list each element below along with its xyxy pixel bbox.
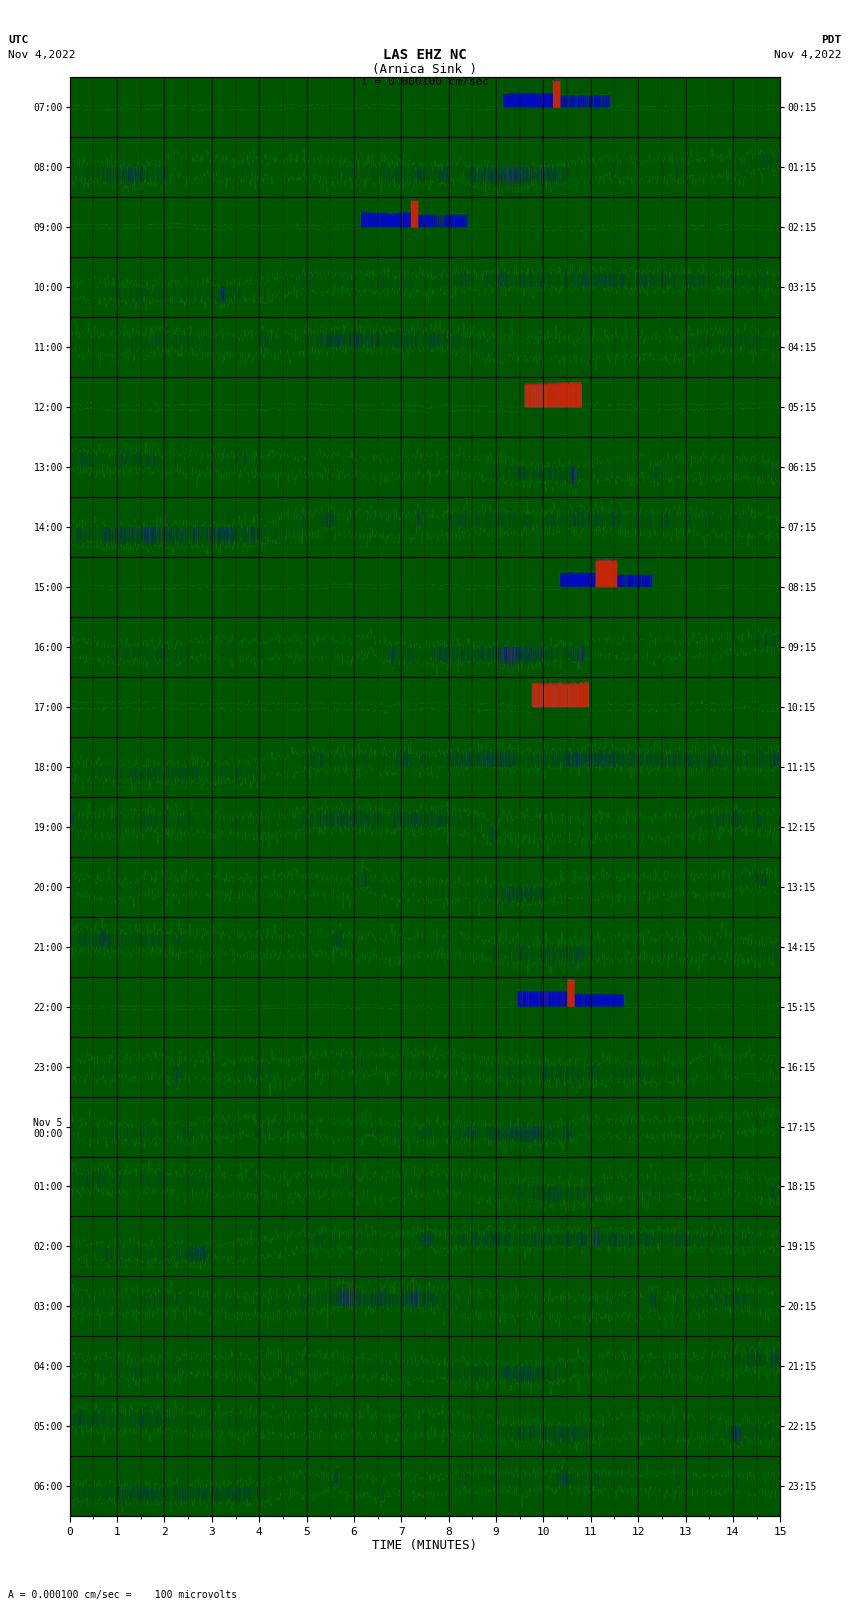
Text: A = 0.000100 cm/sec =    100 microvolts: A = 0.000100 cm/sec = 100 microvolts <box>8 1590 238 1600</box>
Text: I = 0.000100 cm/sec: I = 0.000100 cm/sec <box>361 77 489 87</box>
Text: (Arnica Sink ): (Arnica Sink ) <box>372 63 478 76</box>
Text: Nov 4,2022: Nov 4,2022 <box>8 50 76 60</box>
X-axis label: TIME (MINUTES): TIME (MINUTES) <box>372 1539 478 1552</box>
Text: UTC: UTC <box>8 35 29 45</box>
Text: PDT: PDT <box>821 35 842 45</box>
Text: Nov 4,2022: Nov 4,2022 <box>774 50 842 60</box>
Text: LAS EHZ NC: LAS EHZ NC <box>383 48 467 63</box>
